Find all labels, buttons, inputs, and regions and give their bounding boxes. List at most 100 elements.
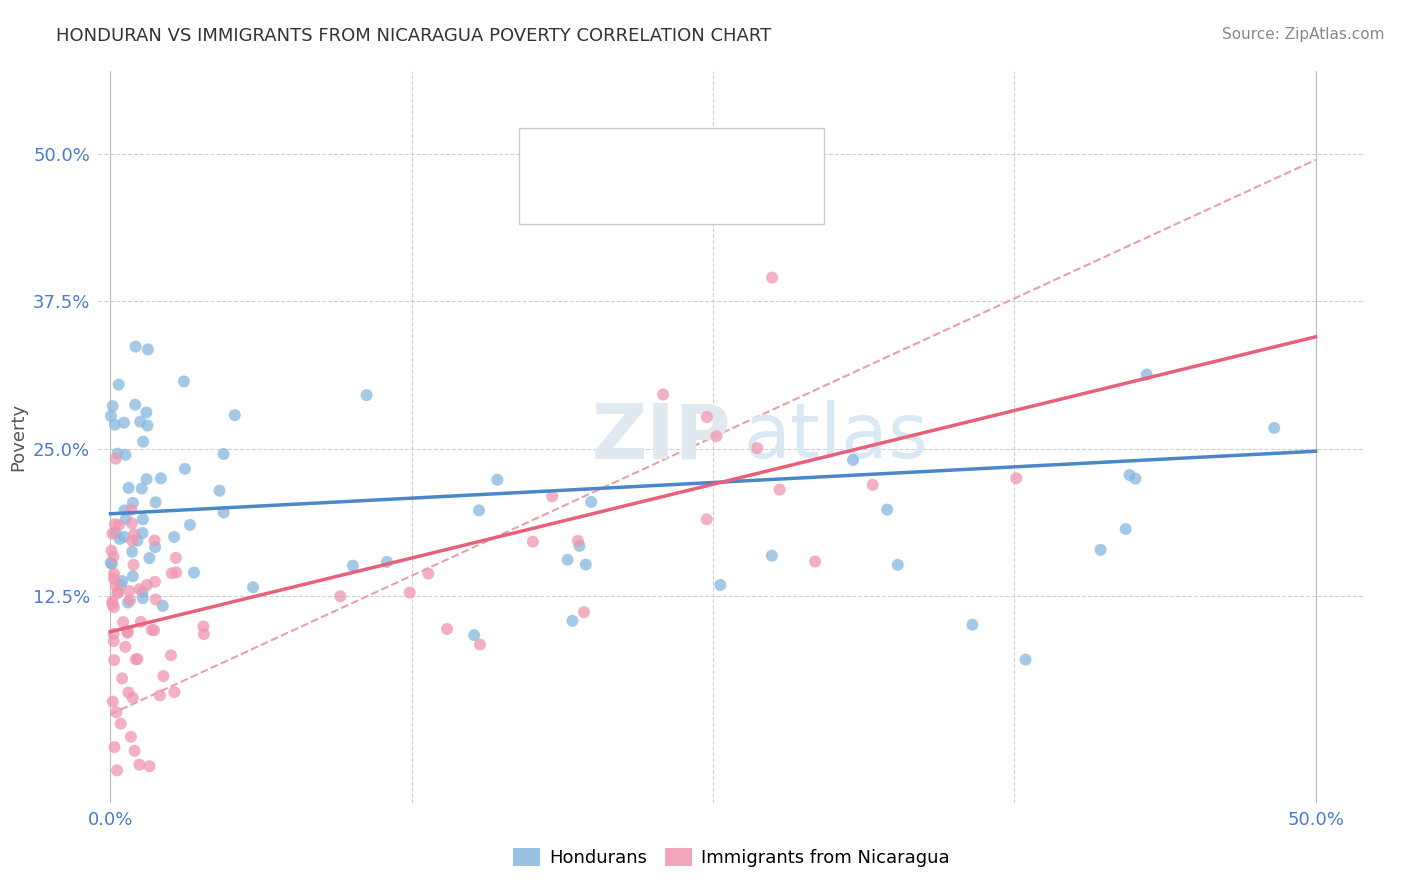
Point	[101, 695, 124, 709]
Point	[143, 533, 166, 548]
Point	[117, 625, 139, 640]
Point	[136, 578, 159, 592]
Point	[804, 554, 827, 568]
Point	[1263, 421, 1285, 435]
Point	[101, 399, 124, 413]
Point	[121, 533, 143, 548]
Point	[112, 530, 135, 544]
Point	[652, 387, 675, 401]
Point	[163, 530, 186, 544]
Point	[120, 730, 142, 744]
Point	[124, 340, 146, 354]
Point	[135, 405, 157, 419]
Point	[124, 398, 146, 412]
Point	[121, 545, 143, 559]
Point	[122, 558, 145, 572]
Point	[761, 549, 783, 563]
Point	[121, 516, 143, 531]
Point	[224, 408, 246, 422]
Point	[104, 578, 127, 592]
Text: atlas: atlas	[744, 401, 928, 474]
Point	[114, 640, 136, 654]
Point	[120, 502, 142, 516]
Point	[107, 447, 129, 461]
Point	[179, 517, 201, 532]
Point	[174, 462, 197, 476]
Point	[160, 648, 183, 663]
Point	[131, 526, 153, 541]
Point	[183, 566, 205, 580]
Point	[761, 270, 783, 285]
Point	[165, 566, 187, 580]
Point	[132, 591, 155, 606]
Point	[104, 517, 127, 532]
Point	[136, 418, 159, 433]
Point	[398, 585, 420, 599]
Point	[1118, 468, 1140, 483]
Point	[329, 589, 352, 603]
Point	[129, 615, 152, 629]
Point	[101, 557, 124, 571]
Text: N =: N =	[659, 155, 700, 173]
Point	[100, 543, 122, 558]
Point	[468, 638, 491, 652]
Point	[541, 489, 564, 503]
Point	[1115, 522, 1137, 536]
Text: 0.131: 0.131	[606, 155, 664, 173]
Point	[104, 417, 127, 432]
Point	[121, 496, 143, 510]
Point	[128, 757, 150, 772]
Point	[105, 764, 128, 778]
Point	[118, 584, 141, 599]
Point	[117, 685, 139, 699]
Point	[118, 593, 141, 607]
Point	[107, 586, 129, 600]
Point	[108, 518, 131, 533]
Point	[149, 471, 172, 485]
Point	[463, 628, 485, 642]
Point	[876, 502, 898, 516]
Point	[706, 429, 728, 443]
Point	[103, 571, 125, 585]
Point	[112, 615, 135, 629]
Point	[103, 653, 125, 667]
Point	[117, 624, 139, 639]
Legend: Hondurans, Immigrants from Nicaragua: Hondurans, Immigrants from Nicaragua	[505, 840, 957, 874]
Point	[342, 558, 364, 573]
Text: ZIP: ZIP	[592, 401, 731, 474]
Point	[141, 623, 163, 637]
Point	[124, 527, 146, 541]
Point	[173, 375, 195, 389]
Point	[160, 566, 183, 581]
Point	[138, 551, 160, 566]
Point	[486, 473, 509, 487]
Point	[149, 689, 172, 703]
Point	[103, 740, 125, 755]
Point	[131, 585, 153, 599]
Point	[108, 532, 131, 546]
Point	[101, 597, 124, 611]
Point	[696, 512, 718, 526]
Point	[193, 627, 215, 641]
Point	[575, 558, 598, 572]
Point	[842, 453, 865, 467]
Point	[962, 617, 984, 632]
Point	[152, 669, 174, 683]
Point	[121, 569, 143, 583]
Point	[131, 482, 153, 496]
Point	[145, 495, 167, 509]
Point	[100, 556, 122, 570]
Point	[128, 582, 150, 597]
Text: R =: R =	[568, 195, 607, 213]
Point	[103, 600, 125, 615]
Point	[104, 451, 127, 466]
Point	[111, 574, 134, 588]
Text: 79: 79	[690, 195, 716, 213]
Point	[375, 555, 398, 569]
Point	[572, 605, 595, 619]
Point	[121, 690, 143, 705]
Point	[101, 526, 124, 541]
Point	[208, 483, 231, 498]
Point	[132, 512, 155, 526]
Point	[561, 614, 583, 628]
